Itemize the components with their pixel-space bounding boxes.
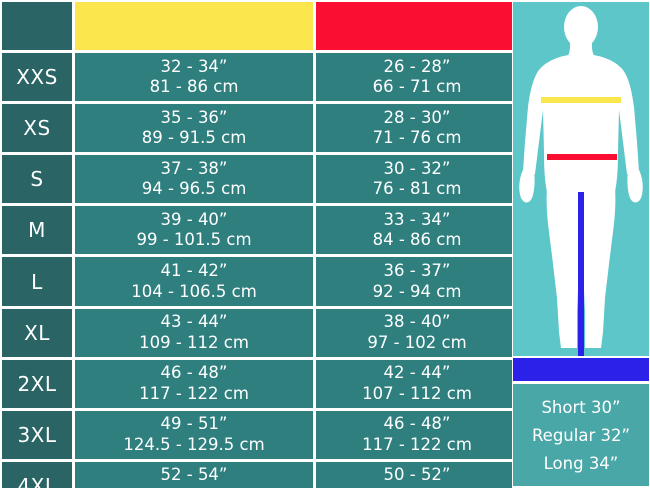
waist-centimeters: 76 - 81 cm bbox=[372, 179, 462, 199]
size-label-cell: XS bbox=[2, 104, 72, 153]
waist-inches: 50 - 52” bbox=[383, 465, 451, 485]
chest-inches: 35 - 36” bbox=[160, 107, 228, 127]
chest-color-bar bbox=[75, 2, 313, 51]
size-table: XXS 32 - 34” 81 - 86 cm 26 - 28” 66 - 71 cm X… bbox=[2, 2, 518, 488]
waist-inches: 26 - 28” bbox=[383, 56, 451, 76]
length-option-short: Short 30” bbox=[541, 397, 621, 417]
waist-centimeters: 127 - 132 cm bbox=[362, 486, 472, 488]
chest-inches: 52 - 54” bbox=[160, 465, 228, 485]
waist-centimeters: 117 - 122 cm bbox=[362, 434, 472, 454]
chest-centimeters: 124.5 - 129.5 cm bbox=[123, 434, 265, 454]
waist-centimeters: 84 - 86 cm bbox=[372, 230, 462, 250]
size-label-cell: XL bbox=[2, 308, 72, 357]
table-header-corner bbox=[2, 2, 72, 51]
chest-centimeters: 81 - 86 cm bbox=[149, 77, 239, 97]
inseam-color-bar bbox=[513, 358, 649, 381]
waist-inches: 46 - 48” bbox=[383, 414, 451, 434]
chest-centimeters: 132 - 137 cm bbox=[139, 486, 249, 488]
chest-inches: 49 - 51” bbox=[160, 414, 228, 434]
body-illustration bbox=[513, 2, 649, 356]
chest-measurement-cell: 32 - 34” 81 - 86 cm bbox=[75, 53, 313, 102]
inseam-measure-line bbox=[578, 192, 584, 356]
waist-measurement-cell: 50 - 52”127 - 132 cm bbox=[316, 461, 518, 488]
body-figure-panel: Short 30” Regular 32” Long 34” bbox=[512, 0, 650, 488]
chest-centimeters: 104 - 106.5 cm bbox=[131, 281, 257, 301]
chest-inches: 41 - 42” bbox=[160, 260, 228, 280]
waist-inches: 42 - 44” bbox=[383, 363, 451, 383]
length-option-regular: Regular 32” bbox=[531, 425, 631, 445]
chest-centimeters: 109 - 112 cm bbox=[139, 332, 249, 352]
waist-measurement-cell: 42 - 44” 107 - 112 cm bbox=[316, 359, 518, 408]
waist-measurement-cell: 46 - 48” 117 - 122 cm bbox=[316, 410, 518, 459]
chest-measurement-cell: 43 - 44” 109 - 112 cm bbox=[75, 308, 313, 357]
chest-measurement-cell: 49 - 51” 124.5 - 129.5 cm bbox=[75, 410, 313, 459]
chest-measurement-cell: 39 - 40” 99 - 101.5 cm bbox=[75, 206, 313, 255]
size-label-cell: 4XL bbox=[2, 461, 72, 488]
waist-centimeters: 92 - 94 cm bbox=[372, 281, 462, 301]
chest-measure-line bbox=[541, 97, 621, 103]
size-label-cell: XXS bbox=[2, 53, 72, 102]
chest-inches: 43 - 44” bbox=[160, 311, 228, 331]
size-label-cell: S bbox=[2, 155, 72, 204]
size-label-cell: L bbox=[2, 257, 72, 306]
chest-measurement-cell: 52 - 54”132 - 137 cm bbox=[75, 461, 313, 488]
waist-inches: 28 - 30” bbox=[383, 107, 451, 127]
size-label-cell: 3XL bbox=[2, 410, 72, 459]
waist-measurement-cell: 38 - 40” 97 - 102 cm bbox=[316, 308, 518, 357]
waist-measurement-cell: 30 - 32” 76 - 81 cm bbox=[316, 155, 518, 204]
size-label-cell: 2XL bbox=[2, 359, 72, 408]
waist-centimeters: 66 - 71 cm bbox=[372, 77, 462, 97]
chest-measurement-cell: 46 - 48” 117 - 122 cm bbox=[75, 359, 313, 408]
waist-centimeters: 71 - 76 cm bbox=[372, 128, 462, 148]
leg-length-legend: Short 30” Regular 32” Long 34” bbox=[513, 384, 649, 486]
waist-measurement-cell: 33 - 34” 84 - 86 cm bbox=[316, 206, 518, 255]
chest-inches: 32 - 34” bbox=[160, 56, 228, 76]
waist-inches: 38 - 40” bbox=[383, 311, 451, 331]
male-body-silhouette-icon bbox=[519, 6, 643, 356]
waist-inches: 36 - 37” bbox=[383, 260, 451, 280]
chest-centimeters: 99 - 101.5 cm bbox=[136, 230, 252, 250]
size-label-cell: M bbox=[2, 206, 72, 255]
waist-measurement-cell: 36 - 37” 92 - 94 cm bbox=[316, 257, 518, 306]
chest-header-cell bbox=[75, 2, 313, 51]
waist-inches: 30 - 32” bbox=[383, 158, 451, 178]
chest-inches: 37 - 38” bbox=[160, 158, 228, 178]
waist-header-cell bbox=[316, 2, 518, 51]
chest-measurement-cell: 37 - 38” 94 - 96.5 cm bbox=[75, 155, 313, 204]
chest-centimeters: 89 - 91.5 cm bbox=[141, 128, 247, 148]
chest-inches: 46 - 48” bbox=[160, 363, 228, 383]
size-table-grid: XXS 32 - 34” 81 - 86 cm 26 - 28” 66 - 71 cm X… bbox=[2, 2, 518, 488]
waist-inches: 33 - 34” bbox=[383, 209, 451, 229]
chest-measurement-cell: 41 - 42” 104 - 106.5 cm bbox=[75, 257, 313, 306]
waist-centimeters: 97 - 102 cm bbox=[367, 332, 467, 352]
chest-inches: 39 - 40” bbox=[160, 209, 228, 229]
waist-measurement-cell: 26 - 28” 66 - 71 cm bbox=[316, 53, 518, 102]
waist-measure-line bbox=[547, 154, 617, 160]
waist-centimeters: 107 - 112 cm bbox=[362, 383, 472, 403]
chest-measurement-cell: 35 - 36” 89 - 91.5 cm bbox=[75, 104, 313, 153]
waist-measurement-cell: 28 - 30” 71 - 76 cm bbox=[316, 104, 518, 153]
waist-color-bar bbox=[316, 2, 518, 51]
chest-centimeters: 117 - 122 cm bbox=[139, 383, 249, 403]
chest-centimeters: 94 - 96.5 cm bbox=[141, 179, 247, 199]
length-option-long: Long 34” bbox=[543, 453, 619, 473]
